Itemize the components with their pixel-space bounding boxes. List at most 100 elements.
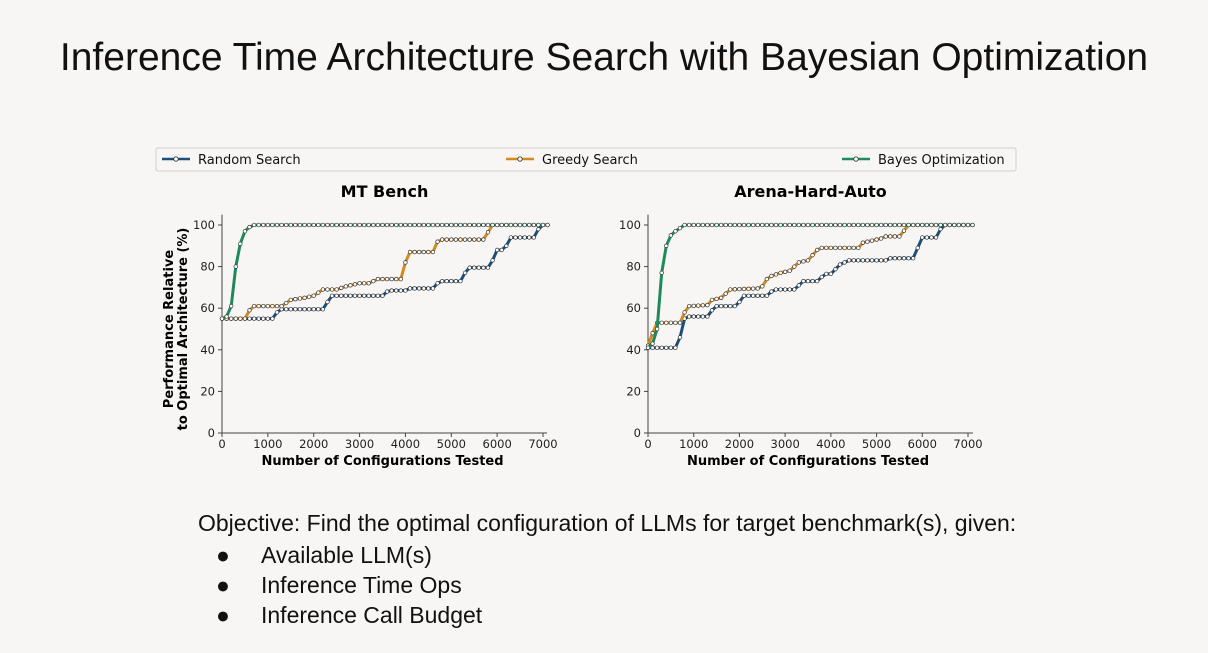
data-point — [311, 293, 316, 298]
data-point — [527, 222, 532, 228]
data-point — [499, 247, 504, 253]
data-point — [787, 268, 792, 273]
data-point — [929, 235, 934, 240]
data-point — [435, 222, 440, 228]
data-point — [256, 222, 261, 228]
data-point — [325, 299, 330, 305]
data-point — [449, 279, 454, 284]
data-point — [288, 222, 293, 228]
data-point — [412, 286, 417, 291]
data-point — [897, 222, 902, 228]
data-point — [705, 314, 710, 319]
data-point — [782, 222, 788, 228]
data-point — [444, 237, 449, 242]
data-point — [504, 222, 509, 228]
data-point — [737, 222, 742, 228]
data-point — [380, 222, 385, 228]
data-point — [444, 222, 449, 228]
data-point — [819, 245, 824, 251]
data-point — [718, 303, 724, 309]
data-point — [769, 289, 774, 294]
data-point — [888, 256, 893, 261]
data-point — [522, 235, 527, 240]
data-point — [472, 265, 477, 270]
data-point — [792, 222, 797, 228]
y-tick-label: 60 — [626, 301, 641, 315]
data-point — [320, 222, 326, 228]
data-point — [453, 237, 459, 242]
data-point — [462, 222, 468, 228]
data-point — [339, 222, 344, 228]
data-point — [723, 291, 728, 296]
data-point — [394, 276, 399, 282]
data-point — [536, 227, 541, 232]
data-point — [426, 286, 431, 291]
data-point — [787, 287, 792, 292]
data-point — [394, 288, 399, 293]
data-point — [508, 222, 514, 228]
data-point — [910, 256, 916, 261]
data-point — [403, 222, 408, 228]
data-point — [417, 222, 422, 228]
data-point — [458, 222, 463, 228]
data-point — [435, 239, 440, 244]
data-point — [430, 286, 436, 291]
data-point — [650, 331, 655, 336]
legend-marker-0 — [173, 156, 179, 162]
data-point — [293, 307, 298, 312]
data-point — [366, 222, 371, 228]
bullet-item: ● Available LLM(s) — [216, 542, 432, 568]
data-point — [513, 222, 518, 228]
data-point — [892, 256, 898, 261]
data-point — [856, 245, 861, 251]
data-point — [302, 295, 307, 300]
data-point — [476, 265, 481, 270]
data-point — [878, 222, 884, 228]
data-point — [842, 245, 847, 251]
data-point — [522, 222, 527, 228]
data-point — [691, 222, 696, 228]
data-point — [668, 320, 674, 325]
data-point — [490, 258, 495, 263]
x-axis-label: Number of Configurations Tested — [261, 454, 503, 469]
x-tick-label: 3000 — [771, 437, 800, 451]
data-point — [384, 289, 390, 294]
data-point — [901, 228, 907, 233]
data-point — [265, 222, 271, 228]
data-point — [700, 222, 706, 228]
data-point — [718, 222, 724, 228]
data-point — [306, 294, 312, 299]
data-point — [760, 293, 765, 298]
data-point — [920, 235, 925, 240]
data-point — [297, 222, 303, 228]
data-point — [956, 222, 962, 228]
data-point — [792, 264, 797, 269]
data-point — [508, 235, 514, 240]
objective-text: Objective: Find the optimal configuratio… — [198, 510, 1017, 536]
data-point — [481, 265, 486, 270]
data-point — [750, 222, 756, 228]
data-point — [270, 222, 275, 228]
x-tick-label: 5000 — [862, 437, 891, 451]
data-point — [261, 316, 266, 321]
data-point — [732, 287, 738, 292]
data-point — [819, 222, 824, 228]
data-point — [723, 303, 728, 309]
data-point — [810, 253, 815, 258]
data-point — [915, 245, 920, 251]
data-point — [384, 276, 390, 282]
data-point — [673, 320, 678, 325]
data-point — [384, 222, 390, 228]
data-point — [325, 287, 330, 292]
data-point — [302, 307, 307, 312]
data-point — [284, 307, 289, 312]
bullet-text: Available LLM(s) — [261, 542, 432, 568]
data-point — [233, 316, 238, 321]
data-point — [417, 249, 422, 255]
data-point — [760, 284, 765, 289]
data-point — [718, 295, 724, 300]
data-point — [306, 307, 312, 312]
data-point — [664, 345, 669, 350]
data-point — [691, 314, 696, 319]
data-point — [375, 222, 381, 228]
